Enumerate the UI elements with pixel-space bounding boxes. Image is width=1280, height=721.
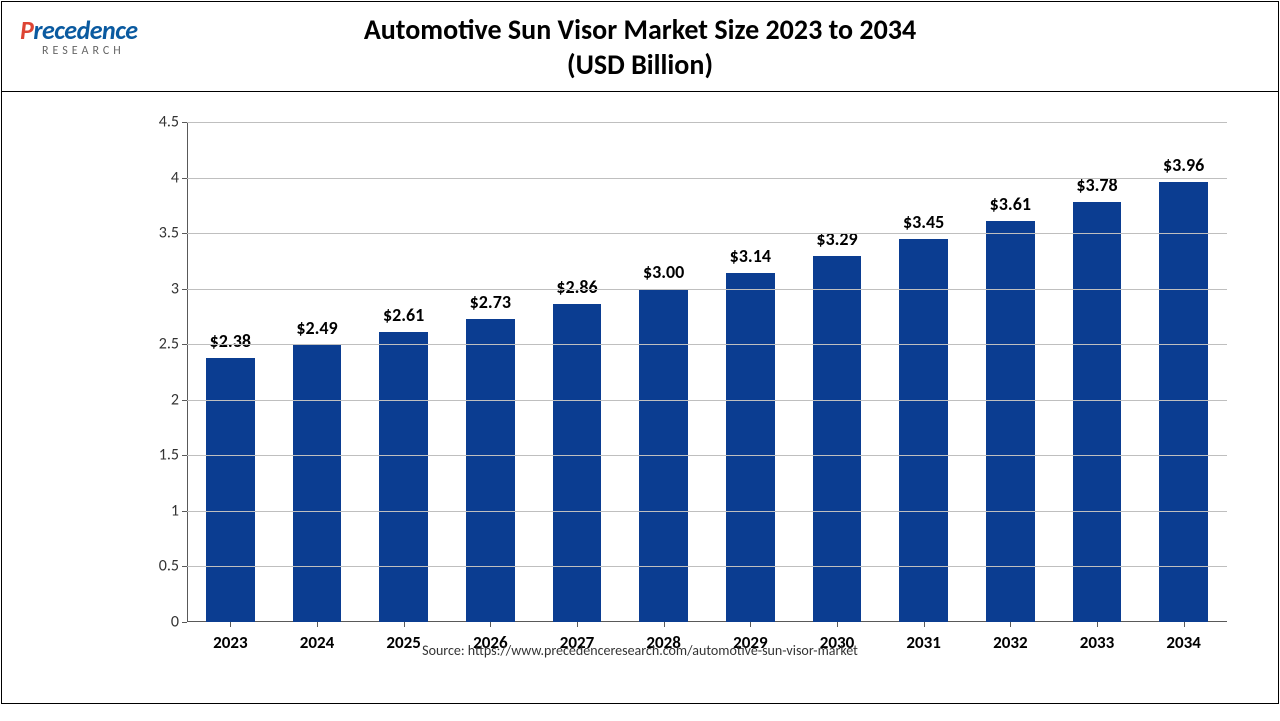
y-axis-label: 2.5 [159,335,179,354]
y-axis-label: 2 [171,390,179,409]
bar-value-label: $3.45 [899,211,948,233]
bar-group: $3.45 [899,239,948,622]
bar [206,358,255,622]
y-tick [182,622,187,623]
bar-group: $3.96 [1159,182,1208,622]
plot-area: $2.38 $2.49 $2.61 $2.73 $2.86 $3.00 $3.14 $3.29… [187,122,1227,622]
title-line1: Automotive Sun Visor Market Size 2023 to… [364,12,916,47]
gridline [187,511,1227,512]
x-tick [317,622,318,627]
x-tick [924,622,925,627]
logo-text: Precedence [20,14,138,46]
y-axis-label: 1.5 [159,446,179,465]
x-tick [577,622,578,627]
bar-group: $3.14 [726,273,775,622]
bar [726,273,775,622]
y-axis-label: 0.5 [159,557,179,576]
y-tick [182,122,187,123]
y-axis-label: 1 [171,501,179,520]
x-tick [1184,622,1185,627]
title-line2: (USD Billion) [567,47,713,82]
y-tick [182,289,187,290]
y-tick [182,178,187,179]
x-tick [837,622,838,627]
bar-value-label: $3.96 [1159,154,1208,176]
gridline [187,178,1227,179]
bar-value-label: $2.38 [206,330,255,352]
bar [293,345,342,622]
x-tick [750,622,751,627]
bar [1159,182,1208,622]
gridline [187,455,1227,456]
bar [1073,202,1122,622]
bar-group: $2.86 [553,304,602,622]
bar-value-label: $3.00 [639,261,688,283]
y-axis-label: 3 [171,279,179,298]
chart-section: 0 0.5 1 1.5 2 2.5 3 3.5 4 4.5 $2.38 $2.49 $2.61 $2.7… [2,92,1278,667]
header: Precedence RESEARCH Automotive Sun Visor… [2,2,1278,92]
logo-subtext: RESEARCH [42,44,138,58]
bar [986,221,1035,622]
bar [466,319,515,622]
bars-container: $2.38 $2.49 $2.61 $2.73 $2.86 $3.00 $3.14 $3.29… [187,122,1227,622]
y-axis-label: 4.5 [159,113,179,132]
y-axis-label: 4 [171,168,179,187]
bar-value-label: $2.61 [379,304,428,326]
bar-value-label: $2.73 [466,291,515,313]
bar [553,304,602,622]
gridline [187,566,1227,567]
y-axis-label: 3.5 [159,224,179,243]
x-tick [1097,622,1098,627]
x-tick [230,622,231,627]
bar-group: $2.38 [206,358,255,622]
bar-group: $3.78 [1073,202,1122,622]
gridline [187,122,1227,123]
gridline [187,344,1227,345]
y-axis: 00.511.522.533.544.5 [132,122,187,622]
y-tick [182,233,187,234]
source-text: Source: https://www.precedenceresearch.c… [2,642,1278,659]
gridline [187,233,1227,234]
x-tick [490,622,491,627]
x-tick [404,622,405,627]
y-axis-label: 0 [171,613,179,632]
bar-value-label: $3.29 [813,228,862,250]
bar [899,239,948,622]
x-tick [664,622,665,627]
y-tick [182,566,187,567]
bar-value-label: $3.14 [726,245,775,267]
x-tick [1010,622,1011,627]
bar-group: $2.61 [379,332,428,622]
y-tick [182,511,187,512]
y-tick [182,344,187,345]
chart-area: 00.511.522.533.544.5 $2.38$2.49$2.61$2.7… [132,122,1227,622]
bar-value-label: $2.86 [553,276,602,298]
bar [379,332,428,622]
chart-container: Precedence RESEARCH Automotive Sun Visor… [1,1,1279,704]
chart-title: Automotive Sun Visor Market Size 2023 to… [2,12,1278,82]
bar-value-label: $2.49 [293,317,342,339]
bar-value-label: $3.61 [986,193,1035,215]
logo: Precedence RESEARCH [20,14,138,58]
y-tick [182,400,187,401]
bar-group: $2.73 [466,319,515,622]
bar-group: $2.49 [293,345,342,622]
bar-group: $3.61 [986,221,1035,622]
gridline [187,289,1227,290]
gridline [187,400,1227,401]
y-tick [182,455,187,456]
